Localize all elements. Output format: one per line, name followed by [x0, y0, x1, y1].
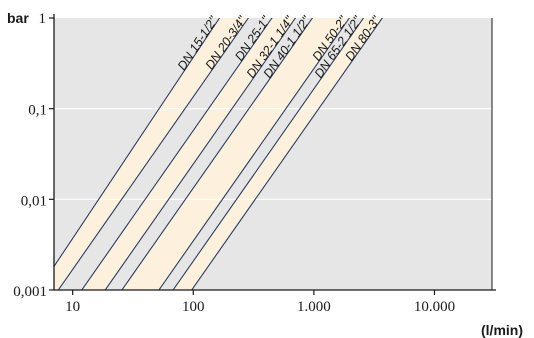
series-line — [81, 18, 273, 290]
tick-labels: 1 0,1 0,01 0,001 10 100 1.000 10.000 — [13, 11, 455, 315]
shaded-band — [54, 18, 249, 290]
shaded-band — [121, 18, 350, 290]
y-unit-label: bar — [7, 10, 29, 26]
y-tick-label: 1 — [39, 11, 47, 27]
x-tick-label: 1.000 — [297, 299, 331, 315]
series-line — [121, 18, 314, 290]
grid-lines — [54, 108, 492, 200]
shaded-bands — [54, 18, 383, 290]
series-line — [57, 18, 249, 290]
shaded-band — [173, 18, 383, 290]
x-unit-label: (l/min) — [481, 322, 523, 338]
x-tick-label: 100 — [182, 299, 205, 315]
series-line — [158, 18, 350, 290]
y-tick-label: 0,01 — [21, 193, 47, 209]
series-lines — [54, 18, 383, 290]
x-tick-label: 10.000 — [414, 299, 455, 315]
series-line — [104, 18, 297, 290]
shaded-band — [81, 18, 296, 290]
y-tick-label: 0,001 — [13, 284, 47, 300]
series-line — [191, 18, 383, 290]
series-line — [54, 18, 221, 268]
axes — [53, 14, 496, 291]
series-line — [172, 18, 365, 290]
y-tick-label: 0,1 — [28, 103, 47, 119]
x-tick-label: 10 — [65, 299, 80, 315]
